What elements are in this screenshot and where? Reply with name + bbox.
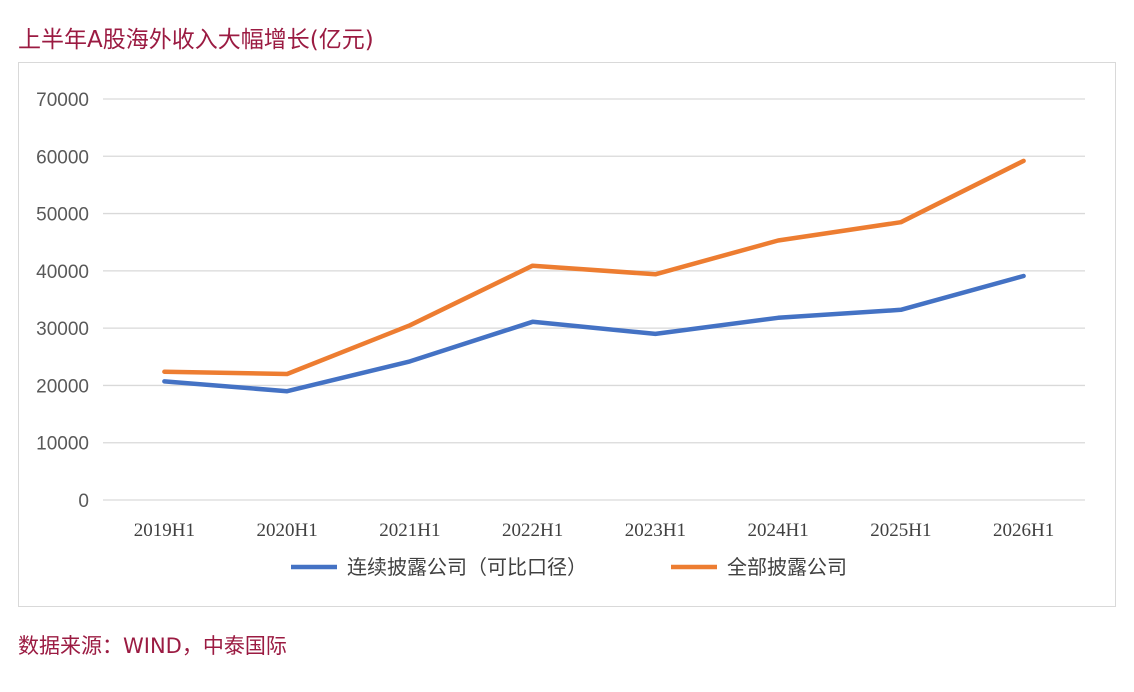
series-line-1 xyxy=(162,273,1026,394)
x-axis-ticks: 2019H1 2020H1 2021H1 2022H1 2023H1 2024H1 2025… xyxy=(134,520,1054,541)
x-tick-label: 2019H1 xyxy=(134,520,195,541)
x-tick-label: 2025H1 xyxy=(870,520,931,541)
x-tick-label: 2021H1 xyxy=(379,520,440,541)
y-tick-label: 30000 xyxy=(36,319,89,340)
y-axis-ticks: 0 10000 20000 30000 40000 50000 60000 70000 xyxy=(36,90,89,512)
y-tick-label: 0 xyxy=(78,491,89,512)
source-note: 数据来源：WIND，中泰国际 xyxy=(18,634,287,658)
y-tick-label: 20000 xyxy=(36,376,89,397)
legend: 连续披露公司（可比口径） 全部披露公司 xyxy=(291,555,847,579)
x-tick-label: 2020H1 xyxy=(257,520,318,541)
chart-title: 上半年A股海外收入大幅增长(亿元) xyxy=(18,27,374,53)
y-tick-label: 60000 xyxy=(36,147,89,168)
x-tick-label: 2026H1 xyxy=(993,520,1054,541)
series-line-2 xyxy=(162,158,1026,377)
legend-label-2: 全部披露公司 xyxy=(727,555,847,579)
y-tick-label: 10000 xyxy=(36,434,89,455)
line-chart: 0 10000 20000 30000 40000 50000 60000 70000 201… xyxy=(36,90,1085,579)
chart-area: 0 10000 20000 30000 40000 50000 60000 70000 201… xyxy=(18,62,1116,607)
y-tick-label: 40000 xyxy=(36,262,89,283)
legend-label-1: 连续披露公司（可比口径） xyxy=(347,555,587,579)
series-lines xyxy=(162,158,1026,394)
x-tick-label: 2024H1 xyxy=(748,520,809,541)
x-tick-label: 2023H1 xyxy=(625,520,686,541)
y-tick-label: 70000 xyxy=(36,90,89,111)
y-tick-label: 50000 xyxy=(36,205,89,226)
x-tick-label: 2022H1 xyxy=(502,520,563,541)
